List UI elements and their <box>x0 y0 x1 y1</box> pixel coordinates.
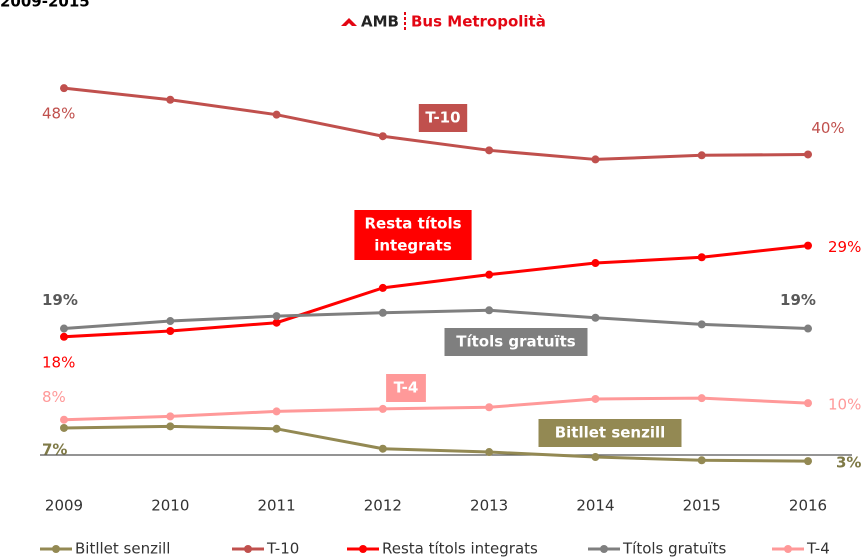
data-label: 3% <box>836 454 861 472</box>
data-point <box>378 404 387 413</box>
data-point <box>272 318 281 327</box>
x-tick-label: 2015 <box>683 497 721 515</box>
data-point <box>697 151 706 160</box>
series-line <box>63 424 809 463</box>
data-label: 19% <box>780 291 816 309</box>
legend-label: Resta títols integrats <box>382 540 538 558</box>
data-label: 10% <box>828 396 861 414</box>
data-point <box>272 407 281 416</box>
data-point <box>378 132 387 141</box>
data-point <box>697 253 706 262</box>
legend-swatch-dot <box>600 545 608 553</box>
data-point <box>166 327 175 336</box>
annotation-box <box>418 104 468 132</box>
annotation-text: Bitllet senzill <box>555 424 666 442</box>
logo-text: AMB <box>361 13 399 31</box>
data-label: 29% <box>828 238 861 256</box>
data-point <box>166 95 175 104</box>
legend-label: Bitllet senzill <box>75 540 170 558</box>
logo-text: Bus Metropolità <box>411 13 546 31</box>
series-line <box>63 86 809 161</box>
data-point <box>804 324 812 333</box>
legend-swatch-dot <box>784 545 792 553</box>
data-label: 19% <box>42 291 78 309</box>
x-tick-label: 2012 <box>364 497 402 515</box>
annotation-text: Títols gratuïts <box>456 333 576 351</box>
data-point <box>166 422 175 431</box>
data-point <box>60 84 68 93</box>
data-label: 48% <box>42 105 75 123</box>
data-point <box>697 456 706 465</box>
data-point <box>60 415 68 424</box>
legend-swatch-dot <box>52 545 60 553</box>
x-tick-label: 2010 <box>151 497 189 515</box>
series-line <box>63 396 809 422</box>
annotation-text: integrats <box>374 237 452 255</box>
data-point <box>378 308 387 317</box>
data-label: 18% <box>42 353 75 371</box>
logo-icon <box>341 18 357 26</box>
annotation-box <box>386 374 426 402</box>
data-point <box>60 332 68 341</box>
data-point <box>485 403 494 412</box>
data-point <box>804 150 812 159</box>
x-tick-label: 2013 <box>470 497 508 515</box>
x-tick-label: 2014 <box>576 497 614 515</box>
data-point <box>378 283 387 292</box>
data-point <box>697 394 706 403</box>
data-point <box>272 312 281 321</box>
data-point <box>591 452 600 461</box>
data-label: 40% <box>811 119 844 137</box>
data-point <box>272 424 281 433</box>
legend-label: T-10 <box>266 540 299 558</box>
data-point <box>485 270 494 279</box>
data-point <box>697 320 706 329</box>
data-point <box>166 412 175 421</box>
data-point <box>591 259 600 268</box>
annotation-box <box>354 210 472 260</box>
x-tick-label: 2011 <box>257 497 295 515</box>
annotation-text: T-4 <box>394 379 419 397</box>
data-point <box>485 448 494 457</box>
data-point <box>591 394 600 403</box>
data-point <box>591 155 600 164</box>
data-point <box>591 313 600 322</box>
data-label: 7% <box>42 440 67 458</box>
x-tick-label: 2009 <box>45 497 83 515</box>
data-point <box>804 241 812 250</box>
data-point <box>166 317 175 326</box>
legend-swatch-dot <box>359 545 367 553</box>
data-point <box>60 324 68 333</box>
data-point <box>60 423 68 432</box>
chart-title: 2009-2015 <box>0 0 90 11</box>
data-point <box>378 444 387 453</box>
series-line <box>63 244 809 339</box>
data-point <box>272 110 281 119</box>
annotation-text: T-10 <box>425 109 460 127</box>
data-point <box>485 146 494 155</box>
data-label: 8% <box>42 388 66 406</box>
x-tick-label: 2016 <box>789 497 827 515</box>
data-point <box>804 399 812 408</box>
annotation-box <box>444 328 588 356</box>
series-line <box>63 308 809 331</box>
data-point <box>485 306 494 315</box>
annotation-box <box>538 419 682 447</box>
legend-label: Títols gratuïts <box>622 540 726 558</box>
annotation-text: Resta títols <box>364 215 461 233</box>
legend-label: T-4 <box>806 540 830 558</box>
data-point <box>804 457 812 466</box>
legend-swatch-dot <box>244 545 252 553</box>
